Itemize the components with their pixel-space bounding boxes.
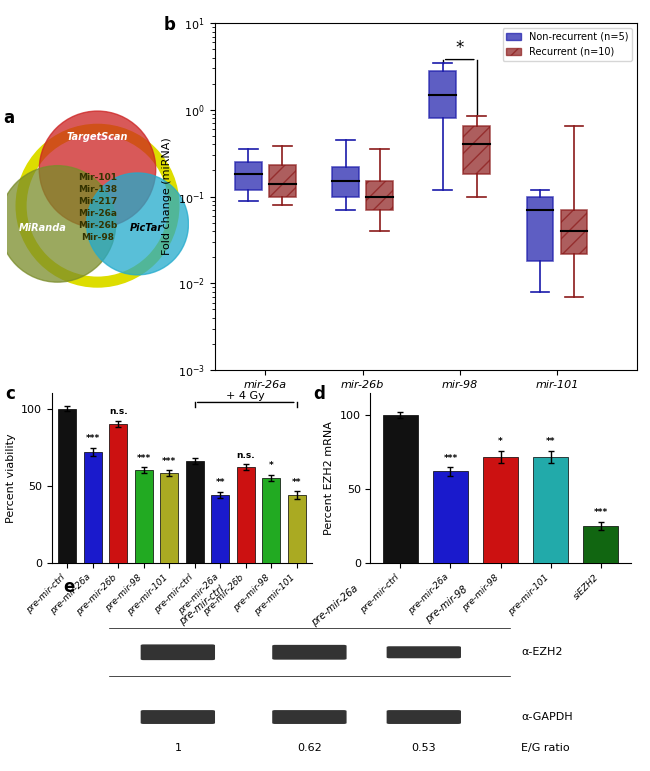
Text: ***: *** [443, 453, 458, 463]
Y-axis label: Fold change (miRNA): Fold change (miRNA) [162, 138, 172, 255]
Bar [383, 416, 418, 563]
Bar [332, 167, 359, 197]
Text: **: ** [292, 477, 302, 487]
Text: e: e [64, 578, 75, 596]
Bar [211, 495, 229, 563]
Text: + 4 Gy: + 4 Gy [226, 391, 265, 401]
Bar [483, 456, 518, 563]
Text: pre-mir-26a: pre-mir-26a [309, 584, 360, 628]
Bar [533, 456, 568, 563]
Text: a: a [3, 109, 14, 127]
Circle shape [39, 111, 156, 227]
Circle shape [86, 173, 188, 275]
Text: Mir-26b: Mir-26b [78, 221, 117, 230]
Circle shape [0, 166, 116, 282]
Text: n.s.: n.s. [237, 450, 255, 460]
Text: ***: *** [86, 434, 100, 443]
Bar [366, 181, 393, 210]
Bar [135, 470, 153, 563]
FancyBboxPatch shape [140, 645, 215, 660]
Bar [269, 165, 296, 197]
Text: TargetScan: TargetScan [67, 132, 128, 142]
Bar [263, 478, 280, 563]
Text: 0.53: 0.53 [411, 743, 436, 753]
Y-axis label: Percent EZH2 mRNA: Percent EZH2 mRNA [324, 421, 334, 535]
Text: b: b [164, 16, 176, 34]
FancyBboxPatch shape [140, 710, 215, 724]
Text: Mir-217: Mir-217 [78, 197, 117, 206]
Text: 0.62: 0.62 [297, 743, 322, 753]
Text: 1: 1 [174, 743, 181, 753]
FancyBboxPatch shape [272, 645, 346, 660]
Text: *: * [498, 437, 503, 446]
Text: PicTar: PicTar [130, 223, 163, 233]
Bar [463, 126, 490, 174]
Bar [58, 409, 76, 563]
Text: Mir-101: Mir-101 [78, 173, 117, 183]
Text: n.s.: n.s. [109, 407, 127, 416]
Bar [235, 162, 262, 190]
Text: ***: *** [162, 456, 176, 466]
Bar [186, 461, 203, 563]
Text: *: * [456, 39, 464, 57]
Text: Mir-138: Mir-138 [78, 185, 117, 194]
Bar [433, 471, 468, 563]
Bar [288, 495, 305, 563]
Text: d: d [313, 385, 325, 402]
Bar [109, 424, 127, 563]
Text: E/G ratio: E/G ratio [521, 743, 569, 753]
FancyBboxPatch shape [387, 710, 461, 724]
Text: c: c [5, 385, 15, 402]
Text: α-EZH2: α-EZH2 [521, 648, 562, 657]
Bar [430, 71, 456, 118]
Text: Mir-26a: Mir-26a [78, 209, 117, 218]
Text: pre-mir-ctrl: pre-mir-ctrl [178, 584, 226, 627]
Text: α-GAPDH: α-GAPDH [521, 712, 573, 722]
Text: pre-mir-98: pre-mir-98 [424, 584, 470, 625]
Text: ***: *** [136, 453, 151, 463]
FancyBboxPatch shape [387, 646, 461, 658]
Bar [526, 197, 553, 261]
FancyBboxPatch shape [272, 710, 346, 724]
Bar [237, 467, 255, 563]
Text: Mir-98: Mir-98 [81, 233, 114, 241]
Bar [84, 452, 101, 563]
Text: *: * [269, 461, 274, 470]
Bar [161, 473, 178, 563]
Legend: Non-recurrent (n=5), Recurrent (n=10): Non-recurrent (n=5), Recurrent (n=10) [502, 28, 632, 61]
Y-axis label: Percent viability: Percent viability [6, 433, 16, 523]
Bar [560, 210, 587, 254]
Text: **: ** [546, 437, 555, 446]
Bar [583, 526, 618, 563]
Text: ***: *** [593, 508, 608, 517]
Text: MiRanda: MiRanda [19, 223, 67, 233]
Text: **: ** [216, 478, 225, 487]
